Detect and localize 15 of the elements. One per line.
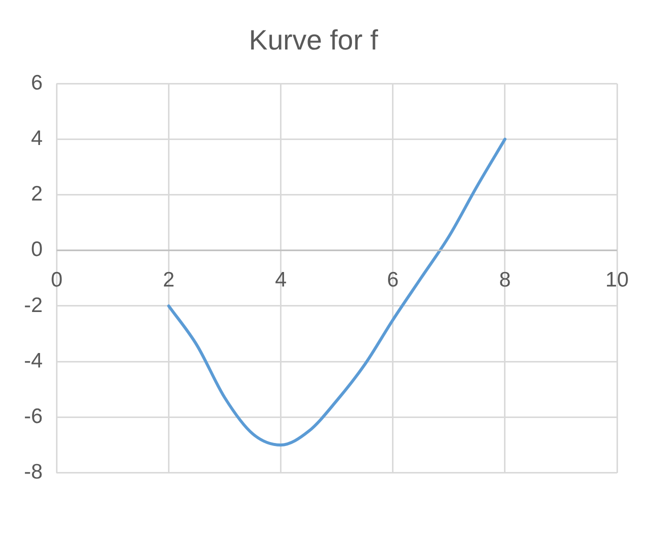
- x-tick-label: 4: [274, 268, 287, 292]
- x-tick-label: 0: [50, 268, 63, 292]
- chart-title: Kurve for f: [248, 24, 378, 56]
- x-tick-label: 6: [387, 268, 399, 292]
- y-tick-label: 6: [30, 71, 43, 94]
- y-tick-label: -2: [24, 294, 43, 317]
- y-tick-label: 2: [30, 182, 43, 206]
- x-tick-label: 10: [605, 268, 629, 292]
- y-tick-label: -8: [24, 460, 43, 484]
- x-tick-label: 2: [162, 268, 175, 292]
- y-tick-label: -4: [24, 349, 43, 372]
- y-tick-label: -6: [24, 404, 43, 428]
- x-tick-label: 8: [499, 268, 511, 292]
- y-tick-label: 0: [30, 238, 43, 262]
- y-tick-label: 4: [30, 126, 43, 150]
